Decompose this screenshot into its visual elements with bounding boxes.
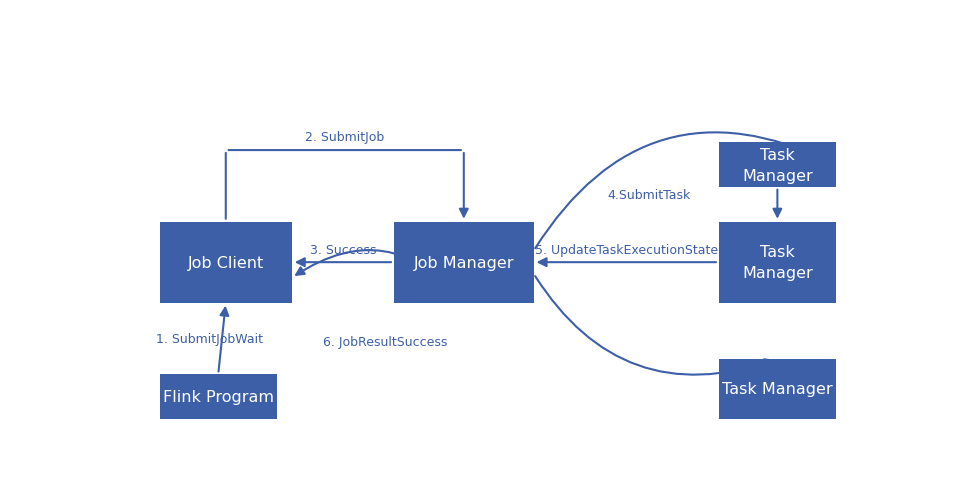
- Text: 3. Success: 3. Success: [310, 244, 376, 257]
- FancyArrowPatch shape: [535, 277, 772, 375]
- FancyBboxPatch shape: [394, 222, 533, 303]
- Text: Flink Program: Flink Program: [163, 389, 274, 404]
- Text: Job Manager: Job Manager: [413, 255, 514, 270]
- Text: Job Client: Job Client: [187, 255, 264, 270]
- Text: 5. UpdateTaskExecutionState: 5. UpdateTaskExecutionState: [534, 244, 718, 257]
- Text: Task
Manager: Task Manager: [742, 244, 813, 281]
- Text: 2. SubmitJob: 2. SubmitJob: [305, 131, 384, 144]
- FancyBboxPatch shape: [719, 222, 836, 303]
- Text: 4.SubmitTask: 4.SubmitTask: [607, 189, 690, 201]
- FancyArrowPatch shape: [535, 133, 832, 248]
- FancyBboxPatch shape: [719, 359, 836, 419]
- FancyBboxPatch shape: [160, 222, 292, 303]
- FancyBboxPatch shape: [160, 375, 277, 419]
- Text: Task
Manager: Task Manager: [742, 147, 813, 183]
- FancyBboxPatch shape: [719, 143, 836, 187]
- Text: 1. SubmitJobWait: 1. SubmitJobWait: [156, 332, 263, 345]
- Text: 6. JobResultSuccess: 6. JobResultSuccess: [323, 335, 448, 348]
- FancyArrowPatch shape: [296, 250, 462, 301]
- Text: Task Manager: Task Manager: [722, 381, 833, 396]
